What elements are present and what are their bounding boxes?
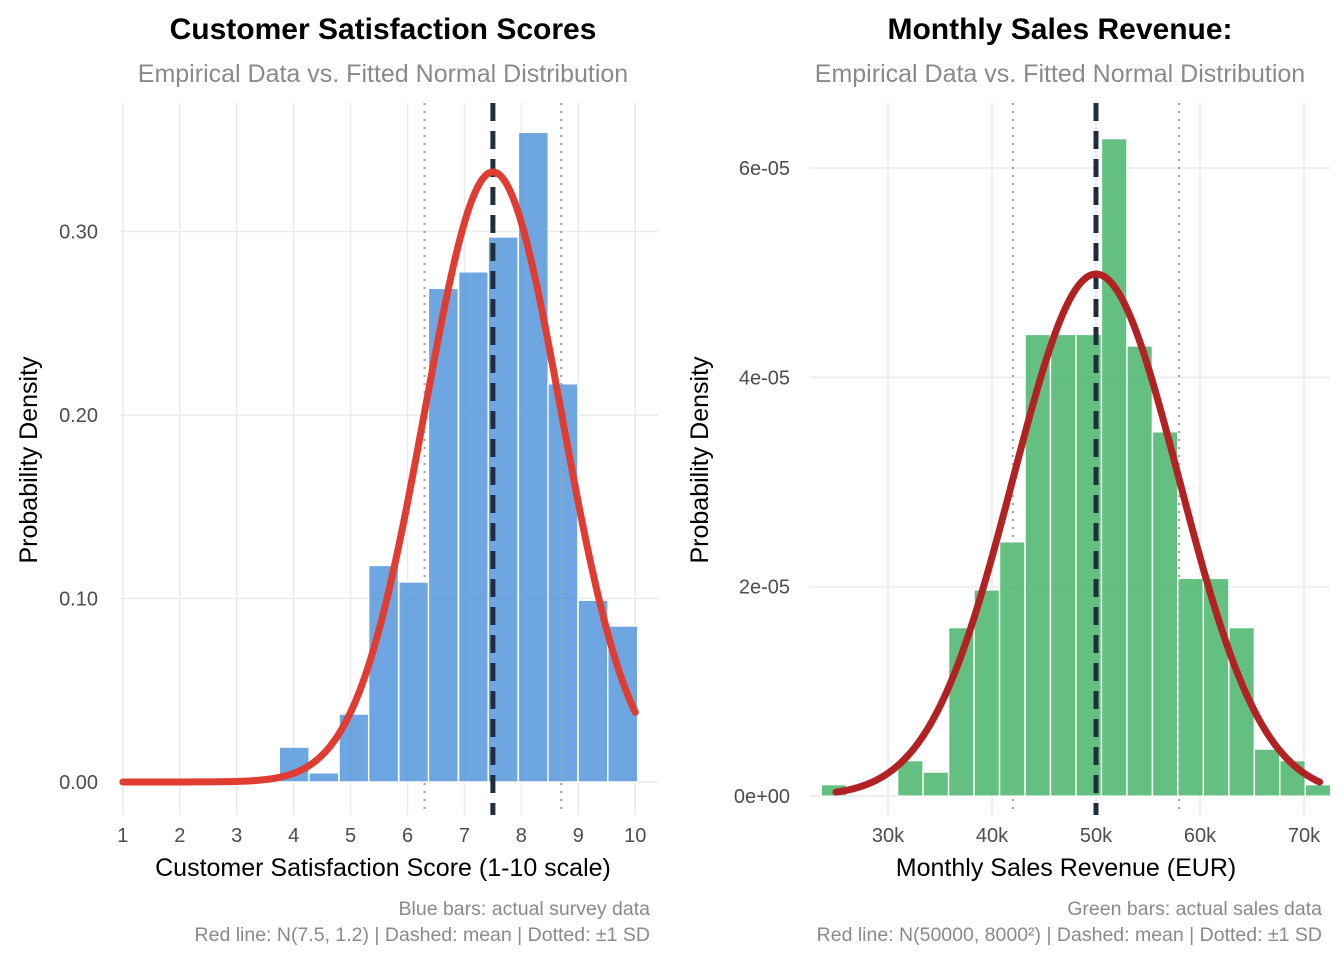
y-tick-label: 2e-05 [739, 577, 790, 599]
histogram-bar [547, 383, 579, 783]
y-axis-label: Probability Density [686, 356, 714, 564]
x-tick-label: 4 [288, 825, 299, 847]
y-tick-label: 0.20 [59, 405, 98, 427]
histogram-bar [922, 771, 950, 797]
histogram-bar [973, 589, 1001, 797]
y-tick-label: 6e-05 [739, 158, 790, 180]
y-tick-label: 0.30 [59, 221, 98, 243]
histogram-bar [1151, 431, 1179, 797]
caption-line: Green bars: actual sales data [1067, 898, 1322, 920]
x-tick-label: 3 [231, 825, 242, 847]
x-tick-label: 60k [1184, 825, 1217, 847]
x-tick-label: 70k [1288, 825, 1321, 847]
x-axis-label: Customer Satisfaction Score (1-10 scale) [155, 854, 611, 882]
x-tick-label: 6 [402, 825, 413, 847]
x-tick-label: 2 [174, 825, 185, 847]
histogram-bar [1100, 137, 1128, 797]
x-axis-label: Monthly Sales Revenue (EUR) [896, 854, 1236, 882]
histogram-bars [278, 131, 639, 783]
chart-subtitle: Empirical Data vs. Fitted Normal Distrib… [138, 60, 628, 88]
histogram-bar [1177, 577, 1205, 797]
normal-fit-curve [119, 168, 639, 786]
histogram-bar [1126, 345, 1154, 797]
y-axis-label: Probability Density [15, 356, 43, 564]
histogram-bar [577, 599, 609, 783]
histogram-bar [1049, 333, 1077, 797]
chart-title: Monthly Sales Revenue: [887, 13, 1232, 46]
normal-fit-curve [832, 270, 1324, 796]
y-tick-label: 4e-05 [739, 367, 790, 389]
histogram-bar [1024, 333, 1052, 797]
panel-customer-satisfaction: 0.00 0.10 0.20 0.30 1 2 3 4 5 6 7 8 9 10 Customer Sati… [15, 13, 658, 946]
x-tick-label: 7 [459, 825, 470, 847]
y-tick-label: 0.00 [59, 772, 98, 794]
histogram-bar [1253, 748, 1281, 797]
x-tick-label: 30k [872, 825, 905, 847]
x-tick-label: 5 [345, 825, 356, 847]
x-tick-label: 40k [976, 825, 1009, 847]
x-tick-label: 9 [573, 825, 584, 847]
y-tick-label: 0.10 [59, 588, 98, 610]
x-tick-label: 8 [516, 825, 527, 847]
x-tick-label: 10 [624, 825, 646, 847]
caption-line: Red line: N(7.5, 1.2) | Dashed: mean | D… [195, 924, 650, 946]
chart-title: Customer Satisfaction Scores [170, 13, 597, 46]
x-tick-label: 1 [117, 825, 128, 847]
caption-line: Blue bars: actual survey data [399, 898, 651, 920]
histogram-bar [308, 772, 340, 783]
histogram-bar [998, 541, 1026, 797]
panel-monthly-sales: 0e+00 2e-05 4e-05 6e-05 30k 40k 50k 60k 70k Month… [686, 13, 1332, 946]
x-tick-label: 50k [1080, 825, 1113, 847]
histogram-bars [820, 137, 1332, 797]
chart-subtitle: Empirical Data vs. Fitted Normal Distrib… [815, 60, 1305, 88]
caption-line: Red line: N(50000, 8000²) | Dashed: mean… [817, 924, 1322, 946]
histogram-bar [457, 271, 490, 783]
histogram-bar [1304, 783, 1332, 797]
y-tick-label: 0e+00 [734, 786, 790, 808]
